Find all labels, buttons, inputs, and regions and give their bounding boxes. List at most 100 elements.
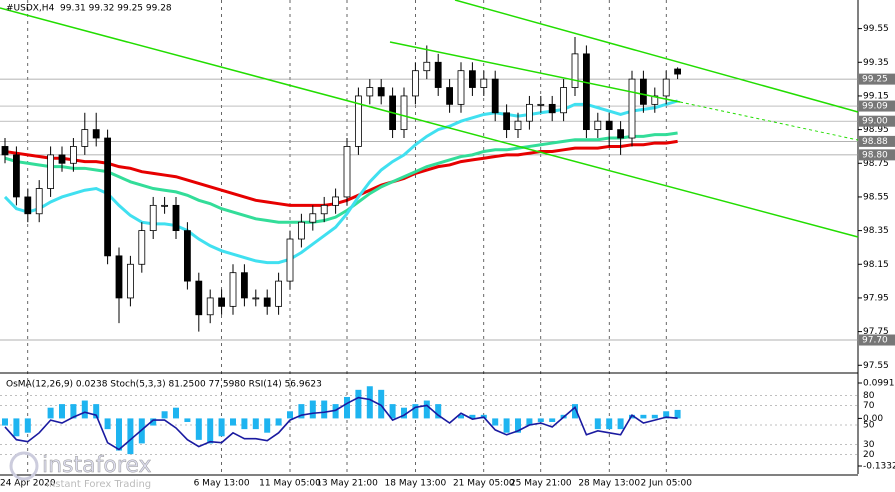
y2-tick-label: 70 [863, 401, 875, 411]
candle-body [320, 204, 328, 215]
candle-body [446, 87, 454, 105]
osma-bar [127, 418, 134, 455]
price-label-box [859, 334, 895, 346]
osma-bar [617, 418, 624, 430]
osma-bar [572, 404, 578, 419]
candle-body [229, 272, 237, 307]
candle-body [149, 204, 157, 232]
main-title: #USDX,H4 99.31 99.32 99.25 99.28 [6, 4, 172, 14]
y-tick-label: 98.95 [863, 125, 889, 135]
y2-tick-label: 20 [863, 450, 875, 460]
candle-body [674, 68, 681, 75]
price-label: 99.25 [862, 75, 888, 85]
candle-body [651, 95, 659, 105]
osma-bar [70, 404, 77, 419]
y-tick-label: 97.95 [863, 293, 889, 303]
x-tick-label: 13 May 21:00 [316, 479, 378, 489]
candle-body [594, 120, 602, 131]
rsi-line [4, 396, 678, 451]
x-tick-label: 24 Apr 2020 [0, 479, 56, 489]
candle-body [491, 78, 499, 114]
candle-body [640, 78, 647, 105]
candle-body [354, 95, 362, 147]
brand: instaforex [42, 453, 152, 478]
candle-body [297, 221, 305, 240]
moving-average [4, 139, 678, 207]
candle-body [309, 213, 317, 223]
candle-body [457, 70, 465, 105]
osma-bar [663, 411, 670, 419]
candle-body [332, 196, 340, 206]
trendline [389, 41, 681, 103]
osma-bar [264, 418, 271, 433]
candle-body [480, 78, 488, 88]
y-tick-label: -0.1332 [863, 461, 895, 471]
y2-tick-label: 80 [863, 391, 875, 401]
osma-bar [423, 400, 430, 419]
watermark: instaforex Instant Forex Trading [9, 451, 152, 490]
trendline [454, 0, 859, 113]
price-label: 99.00 [862, 117, 888, 127]
osma-bar [184, 418, 191, 422]
candle-body [1, 146, 9, 156]
osma-bar [93, 404, 100, 419]
x-tick-label: 25 May 21:00 [510, 479, 572, 489]
price-label: 97.70 [862, 336, 888, 346]
y-tick-label: 97.55 [863, 361, 889, 371]
candle-body [366, 87, 374, 97]
osma-bar [412, 404, 419, 419]
candle-body [252, 297, 260, 300]
osma-bar [150, 418, 157, 426]
candle-body [377, 87, 385, 97]
candle-body [503, 112, 511, 131]
price-label-box [859, 115, 895, 127]
candle-body [115, 255, 123, 299]
osma-bar [503, 418, 510, 433]
candle-body [514, 120, 522, 131]
osma-bar [606, 418, 613, 430]
osma-bar [435, 404, 442, 419]
osma-bar [287, 411, 293, 419]
osma-bar [24, 418, 31, 433]
y-tick-label: 98.75 [863, 159, 889, 169]
osma-bar [13, 418, 20, 437]
price-label-box [859, 100, 895, 112]
osma-bar [344, 396, 350, 419]
y-tick-label: 99.15 [863, 91, 889, 101]
price-label: 99.09 [862, 102, 888, 112]
candle-body [400, 95, 408, 131]
price-label: 98.88 [862, 137, 888, 147]
candle-body [195, 280, 203, 316]
osma-bar [309, 400, 316, 419]
y-tick-label: 99.35 [863, 58, 889, 68]
osma-bar [230, 418, 236, 426]
osma-bar [651, 414, 658, 419]
y-tick-label: 98.35 [863, 226, 889, 236]
osma-bar [195, 418, 202, 440]
y2-tick-label: 30 [863, 440, 875, 450]
osma-bar [458, 414, 464, 419]
osma-bar [207, 418, 214, 444]
y2-tick-label: 50 [863, 421, 875, 431]
candle-body [468, 70, 476, 88]
candle-body [206, 297, 214, 316]
osma-bar [469, 414, 476, 419]
x-tick-label: 6 May 13:00 [194, 479, 250, 489]
osma-bar [47, 407, 54, 419]
candle-body [138, 230, 146, 265]
candle-body [24, 196, 32, 215]
osma-bar [321, 400, 328, 419]
osma-bar [161, 411, 168, 419]
candle-body [104, 137, 111, 257]
candle-body [172, 204, 180, 232]
candle-body [548, 103, 556, 114]
x-tick-label: 28 May 13:00 [578, 479, 640, 489]
osma-bar [298, 404, 305, 419]
candle-body [628, 78, 636, 139]
x-tick-label: 2 Jun 05:00 [640, 479, 692, 489]
price-label-box [859, 135, 895, 147]
candle-body [617, 129, 624, 139]
